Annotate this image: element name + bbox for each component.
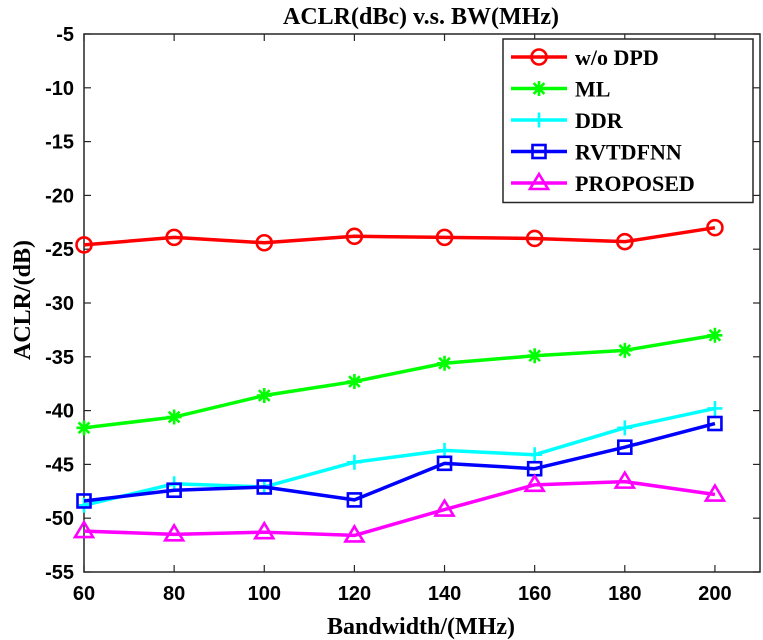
data-point-ml xyxy=(527,348,543,364)
data-point-proposed xyxy=(252,520,276,540)
data-point-ddr xyxy=(707,400,723,416)
data-point-w-o-dpd xyxy=(345,227,364,246)
y-tick-label: -50 xyxy=(45,508,74,530)
y-tick-label: -5 xyxy=(56,24,74,46)
series-w-o-dpd xyxy=(75,218,724,254)
plot-area: -55 -50 -45 -40 -35 -30 -25 -20 -15 -10 -5 60 80 100 1… xyxy=(45,24,761,605)
data-point-ml xyxy=(256,388,272,404)
x-tick-label: 160 xyxy=(518,583,551,605)
series-proposed xyxy=(72,470,727,543)
legend-label-proposed: PROPOSED xyxy=(575,171,695,196)
data-point-ml xyxy=(437,355,453,371)
y-tick-label: -15 xyxy=(45,132,74,154)
legend: w/o DPD ML DDR RVTDFNN PROPOSED xyxy=(502,38,754,204)
data-point-rvtdfnn xyxy=(166,482,182,499)
data-point-ddr xyxy=(617,420,633,436)
x-tick-label: 120 xyxy=(338,583,371,605)
series-line-ml xyxy=(83,333,716,430)
y-tick-label: -25 xyxy=(45,239,74,261)
data-point-w-o-dpd xyxy=(255,233,274,252)
x-tick-label: 140 xyxy=(428,583,461,605)
data-point-w-o-dpd xyxy=(706,218,724,237)
data-point-proposed xyxy=(162,522,186,542)
data-point-w-o-dpd xyxy=(525,229,544,248)
legend-label-ml: ML xyxy=(575,77,610,102)
legend-marker-rvtdfnn xyxy=(531,143,547,160)
y-tick-label: -20 xyxy=(45,185,74,207)
series-line-proposed xyxy=(83,479,716,538)
legend-marker-ddr xyxy=(531,112,547,128)
x-tick-label: 80 xyxy=(163,583,185,605)
series-line-rvtdfnn xyxy=(83,421,716,503)
data-point-rvtdfnn xyxy=(707,415,723,432)
data-point-w-o-dpd xyxy=(165,228,183,247)
data-point-w-o-dpd xyxy=(615,232,634,251)
data-point-ml xyxy=(617,342,633,358)
y-tick-label: -55 xyxy=(45,562,74,584)
x-axis-label: Bandwidth/(MHz) xyxy=(327,614,515,640)
y-tick-label: -30 xyxy=(45,293,74,315)
chart-title: ACLR(dBc) v.s. BW(MHz) xyxy=(283,4,559,30)
data-point-ddr xyxy=(527,447,543,463)
y-tick-label: -10 xyxy=(45,78,74,100)
x-tick-label: 180 xyxy=(608,583,641,605)
data-point-proposed xyxy=(703,483,727,502)
legend-marker-proposed xyxy=(527,171,551,191)
data-point-ml xyxy=(166,409,182,425)
data-point-proposed xyxy=(433,498,456,517)
data-point-rvtdfnn xyxy=(76,493,92,509)
legend-label-ddr: DDR xyxy=(575,108,624,133)
data-point-ml xyxy=(76,420,92,436)
y-tick-label: -40 xyxy=(45,401,74,423)
data-point-proposed xyxy=(523,473,546,493)
y-tick-label: -45 xyxy=(45,454,74,476)
data-point-w-o-dpd xyxy=(435,228,454,247)
data-point-rvtdfnn xyxy=(616,439,633,455)
x-tick-label: 200 xyxy=(698,583,731,605)
data-point-proposed xyxy=(613,470,637,489)
x-tick-label: 100 xyxy=(248,583,281,605)
data-point-rvtdfnn xyxy=(346,492,363,508)
series-ml xyxy=(76,327,723,436)
data-point-ml xyxy=(707,327,723,343)
legend-label-w-o-dpd: w/o DPD xyxy=(575,45,659,70)
legend-marker-ml xyxy=(531,81,547,96)
data-point-proposed xyxy=(343,523,366,543)
x-tick-label: 60 xyxy=(73,583,95,605)
data-point-proposed xyxy=(72,519,96,539)
y-axis-label: ACLR/(dB) xyxy=(10,240,36,360)
legend-marker-w-o-dpd xyxy=(530,48,548,66)
data-point-ddr xyxy=(346,454,362,470)
data-point-w-o-dpd xyxy=(75,236,93,254)
legend-label-rvtdfnn: RVTDFNN xyxy=(575,140,682,165)
data-point-ml xyxy=(346,374,362,390)
data-point-rvtdfnn xyxy=(436,455,453,472)
series-line-ddr xyxy=(83,406,716,507)
data-point-ddr xyxy=(437,442,453,458)
series-line-w-o-dpd xyxy=(83,225,716,247)
y-tick-label: -35 xyxy=(45,347,74,369)
data-point-rvtdfnn xyxy=(256,479,273,495)
